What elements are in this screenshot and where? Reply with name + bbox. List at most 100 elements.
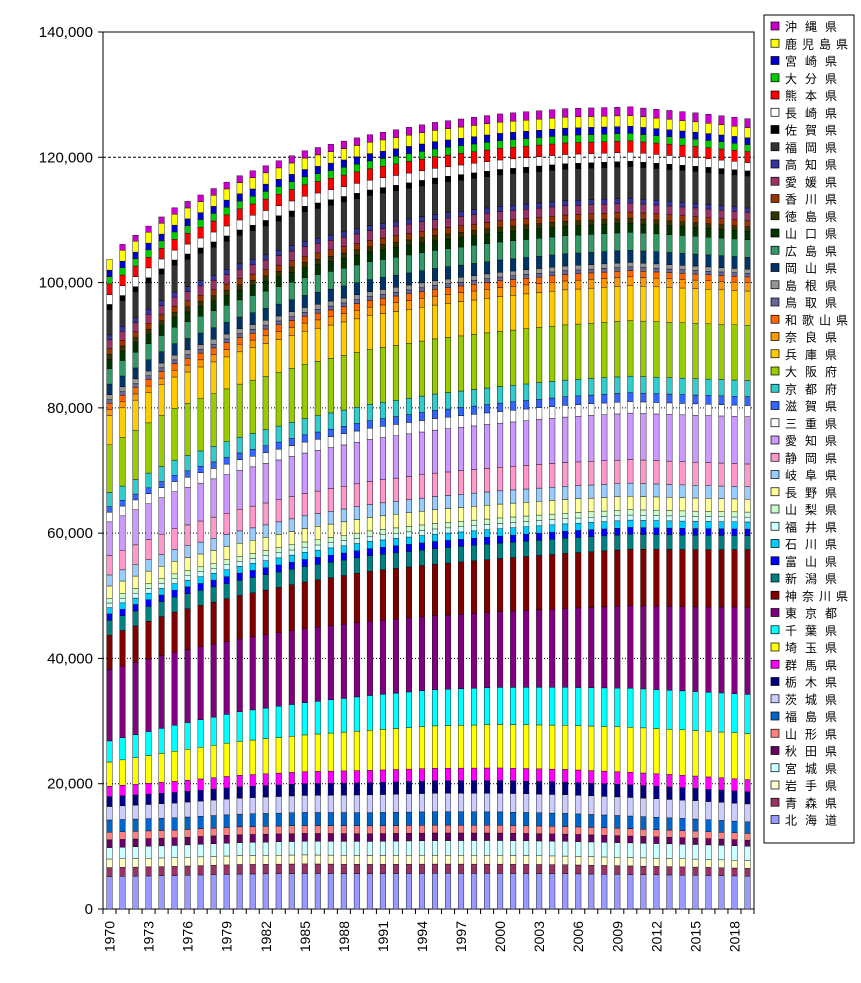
bar-segment [445,128,452,141]
bar-segment [562,214,569,222]
bar-segment [458,614,465,689]
bar-segment [119,326,126,332]
bar-segment [249,264,256,275]
bar-segment [236,278,243,285]
bar-segment [445,233,452,240]
bar-segment [666,220,673,226]
bar-segment [132,387,139,395]
bar-segment [405,134,412,147]
x-tick-label: 2012 [648,921,664,952]
bar-segment [497,873,504,910]
bar-segment [288,299,295,312]
bar-segment [314,833,321,842]
bar-segment [510,205,517,211]
bar-segment [536,228,543,239]
bar-segment [601,874,608,910]
bar-segment [132,235,139,242]
bar-segment [210,343,217,349]
bar-segment [418,412,425,421]
bar-segment [418,474,425,499]
bar-segment [458,539,465,547]
bar-segment [106,269,113,277]
bar-segment [549,539,556,555]
bar-segment [379,289,386,295]
bar-segment [471,832,478,841]
bar-segment [171,259,178,266]
bar-segment [119,785,126,796]
bar-segment [119,250,126,262]
bar-segment [536,532,543,541]
bar-segment [614,267,621,272]
bar-segment [471,506,478,521]
bar-segment [405,343,412,399]
bar-segment [301,566,308,583]
bar-segment [418,497,425,512]
bar-segment [471,151,478,164]
bar-segment [366,536,373,542]
bar-segment [301,169,308,178]
bar-segment [744,175,751,209]
bar-segment [666,843,673,859]
legend-label: 石川県 [785,538,837,552]
bar-segment [184,253,191,260]
bar-segment [119,665,126,738]
bar-segment [353,833,360,842]
bar-segment [327,547,334,556]
bar-segment [510,833,517,841]
bar-segment [340,575,347,625]
bar-segment [562,221,569,227]
bar-segment [119,597,126,604]
bar-segment [653,268,660,273]
bar-segment [418,542,425,551]
bar-segment [418,855,425,865]
legend-swatch [770,245,780,255]
bar-segment [158,314,165,321]
bar-segment [171,370,178,378]
bar-segment [549,143,556,156]
bar-segment [432,793,439,812]
bar-segment [666,393,673,404]
bar-segment [575,795,582,815]
bar-segment [210,777,217,790]
bar-segment [562,135,569,144]
bar-segment [236,268,243,279]
legend-swatch [770,556,780,566]
bar-segment [249,797,256,814]
bar-segment [171,343,178,356]
bar-segment [314,415,321,433]
bar-segment [484,412,491,425]
bar-segment [262,452,269,464]
bar-segment [653,817,660,830]
bar-segment [458,863,465,874]
bar-segment [288,854,295,865]
bar-segment [314,564,321,581]
bar-segment [197,359,204,368]
bar-segment [640,605,647,690]
bar-segment [223,835,230,844]
bar-segment [731,126,738,137]
bar-segment [184,586,191,594]
legend-swatch [770,194,780,203]
bar-segment [106,819,113,833]
bar-segment [432,811,439,826]
bar-segment [744,220,751,227]
bar-segment [132,509,139,546]
bar-segment [718,141,725,150]
bar-segment [536,202,543,209]
bar-segment [588,415,595,462]
bar-segment [262,172,269,185]
bar-segment [536,555,543,611]
bar-segment [562,781,569,795]
bar-segment [288,174,295,182]
bar-segment [145,588,152,594]
bar-segment [471,492,478,507]
bar-segment [184,201,191,209]
bar-segment [510,873,517,910]
bar-segment [262,537,269,551]
bar-segment [445,522,452,529]
bar-segment [171,817,178,831]
legend-swatch [770,21,780,31]
bar-segment [353,770,360,784]
bar-segment [327,249,334,257]
bar-segment [132,393,139,401]
